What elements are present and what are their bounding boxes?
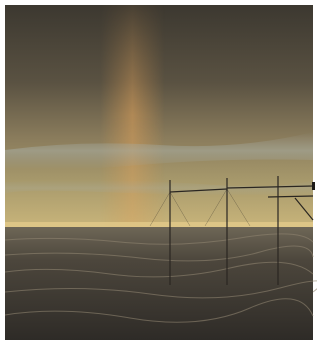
page (0, 0, 317, 344)
photo (0, 0, 317, 344)
antenna-box (312, 182, 315, 190)
